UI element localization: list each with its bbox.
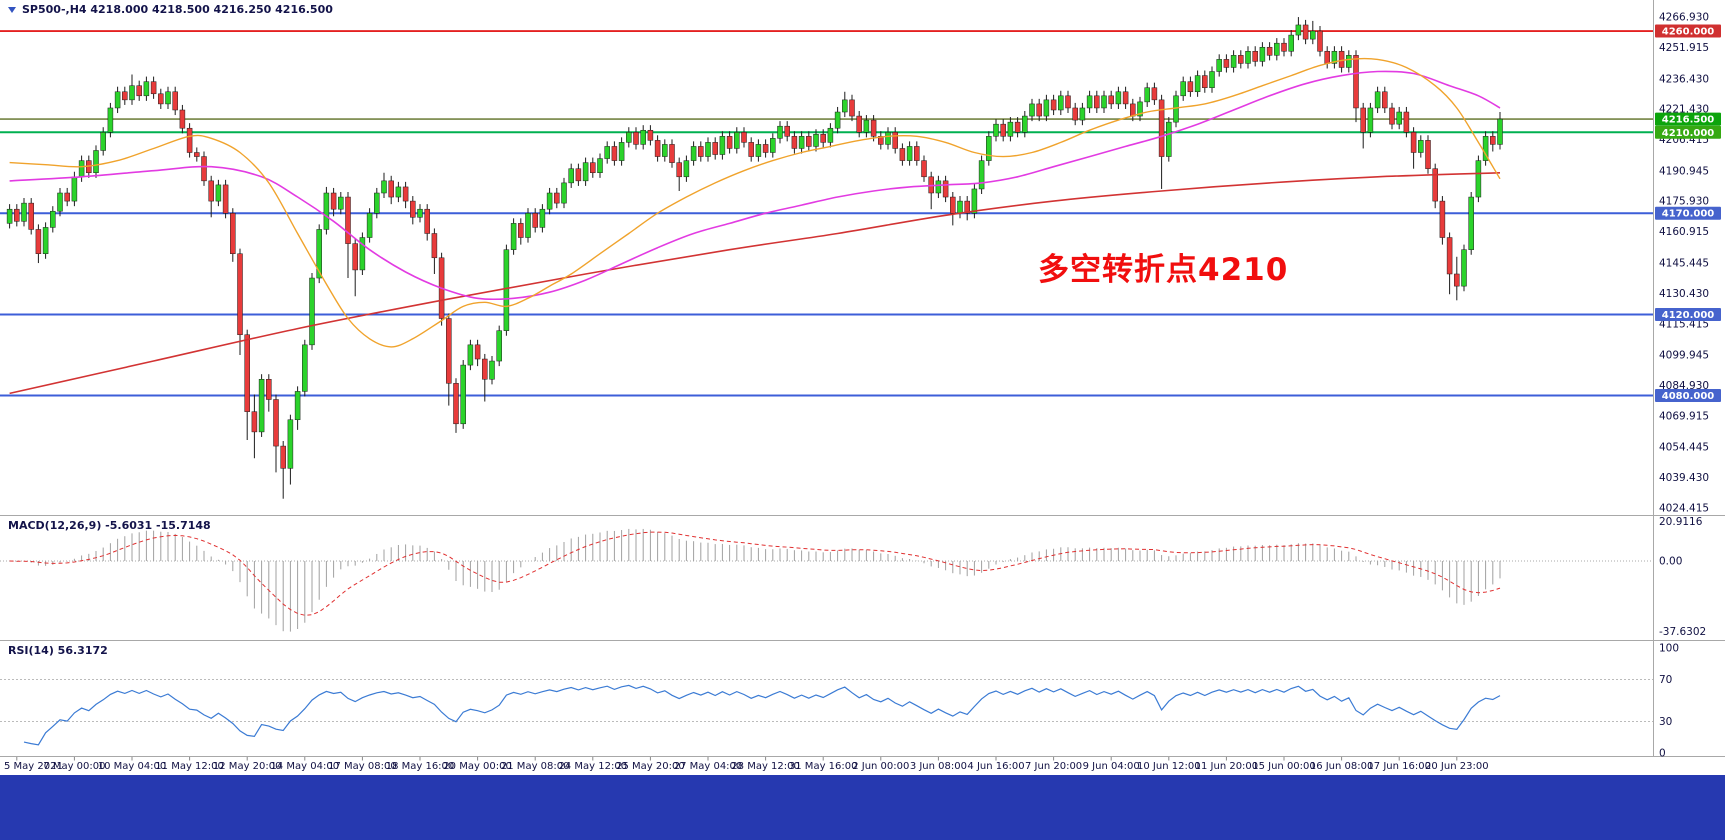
time-axis-label: 9 Jun 04:00 (1083, 761, 1140, 772)
time-axis-label: 7 May 00:00 (43, 761, 105, 772)
time-axis-label: 5 May 2021 (4, 761, 63, 772)
macd-axis-label: 20.9116 (1659, 516, 1703, 528)
time-axis-label: 17 May 08:00 (328, 761, 397, 772)
rsi-axis-label: 30 (1659, 716, 1672, 728)
rsi-pane: 100 70 30 0 (0, 643, 1679, 760)
price-axis: 4266.9304251.9154236.4304221.4304206.415… (1655, 12, 1721, 515)
price-axis-label: 4190.945 (1659, 165, 1709, 177)
chart-annotation-text: 多空转折点4210 (1038, 252, 1289, 288)
price-axis-label: 4054.445 (1659, 442, 1709, 454)
candles-layer (6, 17, 1503, 499)
ma-line-fast_orange (9, 57, 1501, 348)
time-axis-label: 27 May 04:00 (674, 761, 743, 772)
time-axis-label: 16 Jun 08:00 (1310, 761, 1374, 772)
time-axis-label: 14 May 04:00 (271, 761, 340, 772)
price-axis-label: 4160.915 (1659, 226, 1709, 238)
candlestick-chart[interactable]: 4266.9304251.9154236.4304221.4304206.415… (0, 0, 1725, 775)
rsi-indicator-label: RSI(14) 56.3172 (8, 644, 108, 657)
price-axis-label: 4099.945 (1659, 350, 1709, 362)
rsi-line (23, 684, 1501, 746)
symbol-header: SP500-,H4 4218.000 4218.500 4216.250 421… (8, 3, 333, 16)
time-axis-label: 20 Jun 23:00 (1425, 761, 1489, 772)
price-badge (1655, 206, 1721, 220)
price-axis-label: 4266.930 (1659, 12, 1709, 24)
time-axis-label: 10 Jun 12:00 (1137, 761, 1201, 772)
svg-text:4216.500: 4216.500 (1662, 115, 1715, 126)
time-axis-label: 11 May 12:00 (155, 761, 224, 772)
rsi-axis-label: 100 (1659, 643, 1679, 655)
rsi-axis-label: 70 (1659, 674, 1672, 686)
time-axis-label: 10 May 04:00 (98, 761, 167, 772)
price-axis-label: 4130.430 (1659, 288, 1709, 300)
time-axis-label: 24 May 12:00 (559, 761, 628, 772)
price-axis-label: 4145.445 (1659, 257, 1709, 269)
price-badge (1655, 307, 1721, 321)
ma-line-mid_magenta (9, 70, 1501, 301)
macd-axis-label: -37.6302 (1659, 626, 1706, 638)
moving-averages-layer (9, 57, 1501, 395)
price-badge (1655, 388, 1721, 402)
time-axis-label: 18 May 16:00 (386, 761, 455, 772)
time-axis-label: 11 Jun 20:00 (1195, 761, 1259, 772)
time-axis-label: 4 Jun 16:00 (967, 761, 1024, 772)
price-axis-label: 4069.915 (1659, 410, 1709, 422)
rsi-axis-label: 0 (1659, 748, 1666, 760)
price-badge (1655, 125, 1721, 139)
bottom-taskbar (0, 775, 1725, 840)
symbol-ohlc-label: SP500-,H4 4218.000 4218.500 4216.250 421… (22, 3, 333, 16)
separators (0, 0, 1725, 757)
time-axis-label: 17 Jun 16:00 (1367, 761, 1431, 772)
time-axis-label: 31 May 16:00 (789, 761, 858, 772)
time-axis-label: 15 Jun 00:00 (1252, 761, 1316, 772)
svg-text:4120.000: 4120.000 (1662, 310, 1715, 321)
macd-axis-label: 0.00 (1659, 556, 1682, 568)
time-axis-label: 20 May 00:00 (443, 761, 512, 772)
time-axis-label: 12 May 20:00 (213, 761, 282, 772)
time-axis-label: 21 May 08:00 (501, 761, 570, 772)
svg-text:4260.000: 4260.000 (1662, 27, 1715, 38)
price-axis-label: 4175.930 (1659, 196, 1709, 208)
symbol-dropdown-icon[interactable] (8, 7, 16, 13)
macd-indicator-label: MACD(12,26,9) -5.6031 -15.7148 (8, 519, 211, 532)
price-axis-label: 4236.430 (1659, 73, 1709, 85)
price-axis-label: 4039.430 (1659, 472, 1709, 484)
time-axis-label: 7 Jun 20:00 (1025, 761, 1082, 772)
price-axis-label: 4115.415 (1659, 318, 1709, 330)
svg-text:4210.000: 4210.000 (1662, 128, 1715, 139)
price-badge (1655, 112, 1721, 126)
price-axis-label: 4024.415 (1659, 503, 1709, 515)
svg-text:4080.000: 4080.000 (1662, 391, 1715, 402)
time-axis-label: 28 May 12:00 (731, 761, 800, 772)
macd-pane: 20.9116 0.00 -37.6302 (0, 516, 1706, 638)
time-axis-label: 25 May 20:00 (616, 761, 685, 772)
svg-text:4170.000: 4170.000 (1662, 209, 1715, 220)
time-axis-label: 2 Jun 00:00 (852, 761, 909, 772)
macd-signal-line (9, 531, 1501, 616)
ma-line-slow_red (9, 172, 1501, 395)
price-badge (1655, 24, 1721, 38)
price-axis-label: 4251.915 (1659, 42, 1709, 54)
time-axis-label: 3 Jun 08:00 (910, 761, 967, 772)
